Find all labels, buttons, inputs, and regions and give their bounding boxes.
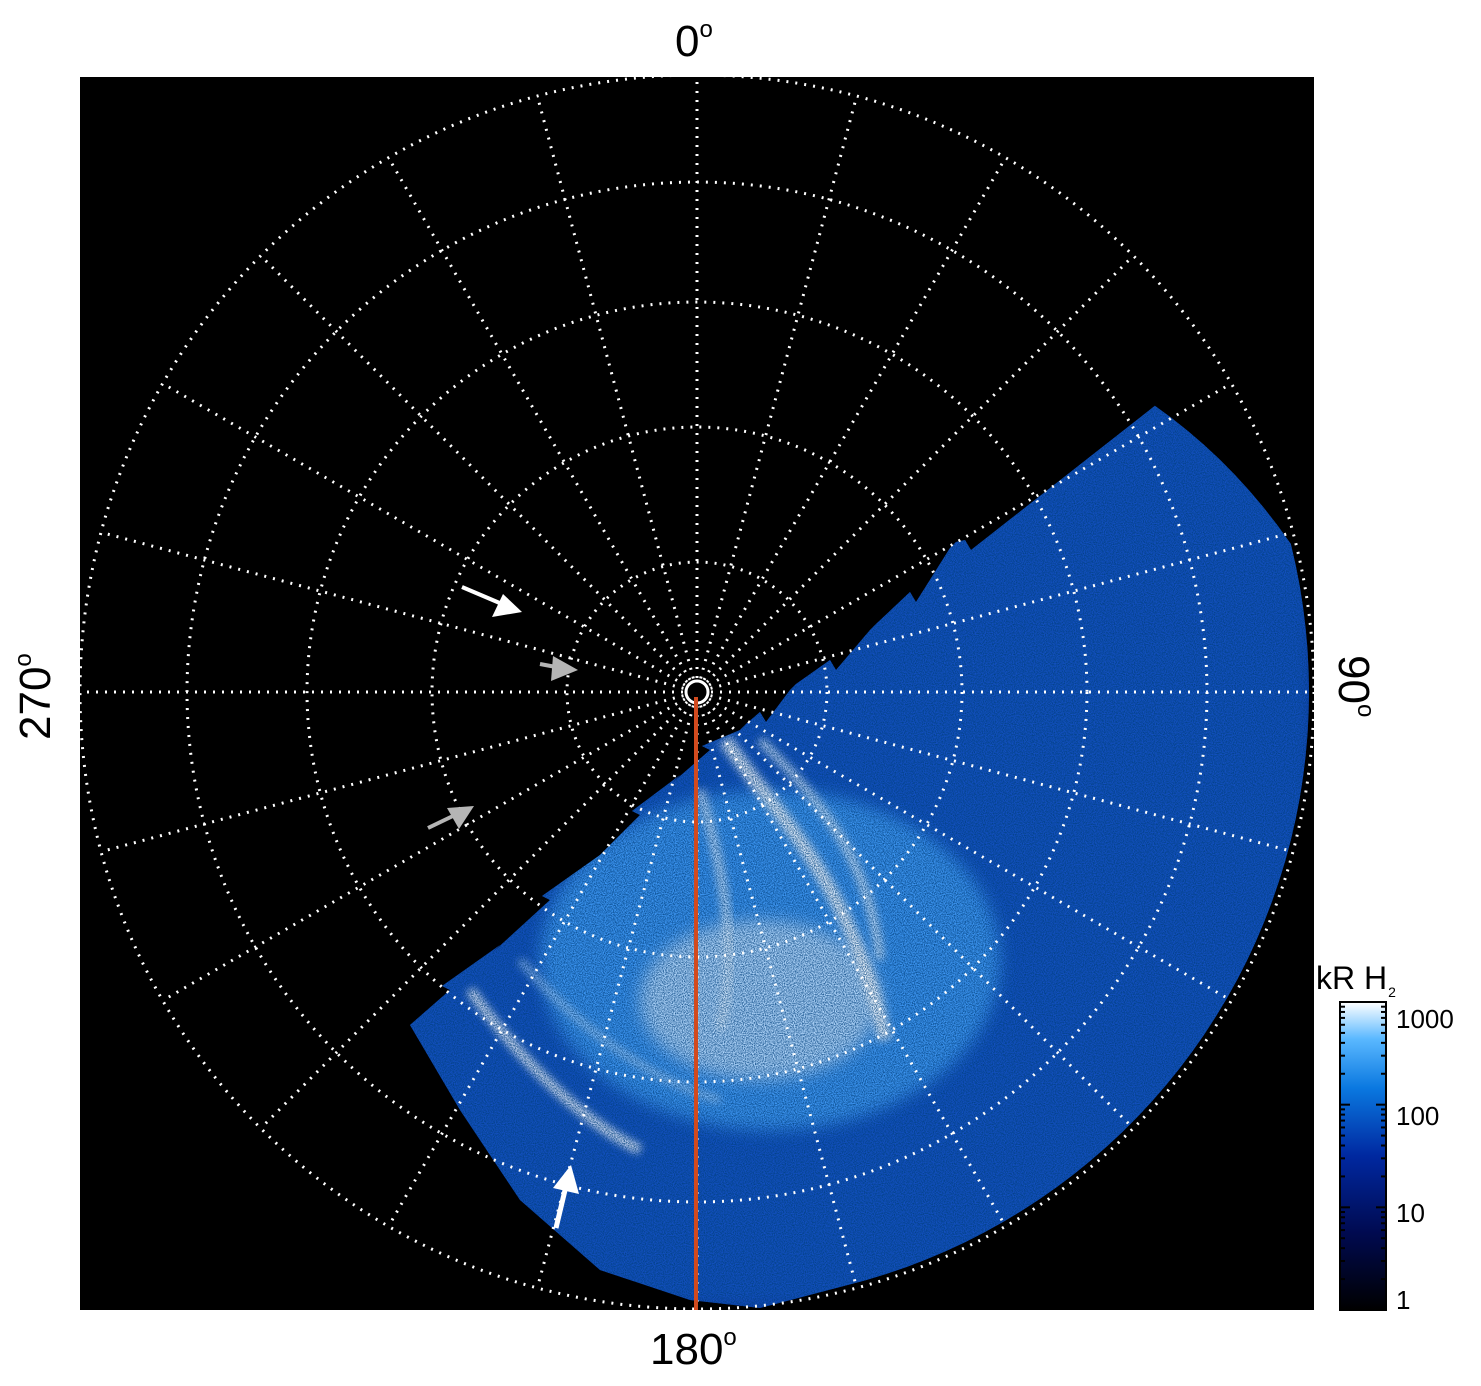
colorbar-tick-label: 100 [1396,1101,1440,1131]
grid-spoke [699,95,859,679]
grid-spoke [387,156,692,681]
grid-spoke [708,697,1233,1002]
grid-ring [78,73,1316,1311]
grid-spoke [100,694,684,854]
arrow-gray-lower [427,806,474,830]
colorbar-title: kR H2 [1316,960,1396,1000]
arrow-white-bottom [553,1165,579,1229]
grid-spoke [710,694,1294,854]
annotation-arrows [427,585,579,1229]
colorbar [1339,1001,1387,1311]
colorbar-tick-label: 1 [1396,1285,1411,1315]
grid-spoke [710,530,1294,690]
grid-spoke [100,530,684,690]
left-axis-label: 270o [10,653,60,740]
grid-spoke [702,156,1007,681]
grid-spoke [702,703,1007,1228]
grid-spoke [705,254,1135,684]
colorbar-tick-label: 1000 [1396,1004,1454,1034]
grid-spoke [699,705,859,1289]
colorbar-tick-label: 10 [1396,1198,1425,1228]
arrow-white-upper [461,585,522,617]
grid-spoke [161,697,686,1002]
arrow-gray-middle [539,656,578,681]
grid-ring [430,425,964,959]
grid-spoke [705,700,1135,1130]
grid-spoke [259,254,689,684]
grid-spoke [161,382,686,687]
grid-spoke [535,705,695,1289]
grid-ring [565,560,829,824]
grid-spoke [535,95,695,679]
top-axis-label: 0o [675,16,713,66]
colorbar-ticks [1340,1001,1386,1311]
bottom-axis-label: 180o [650,1324,737,1374]
grid-spoke [387,703,692,1228]
grid-spoke [708,382,1233,687]
right-axis-label: 90o [1329,655,1379,718]
grid-spoke [259,700,689,1130]
